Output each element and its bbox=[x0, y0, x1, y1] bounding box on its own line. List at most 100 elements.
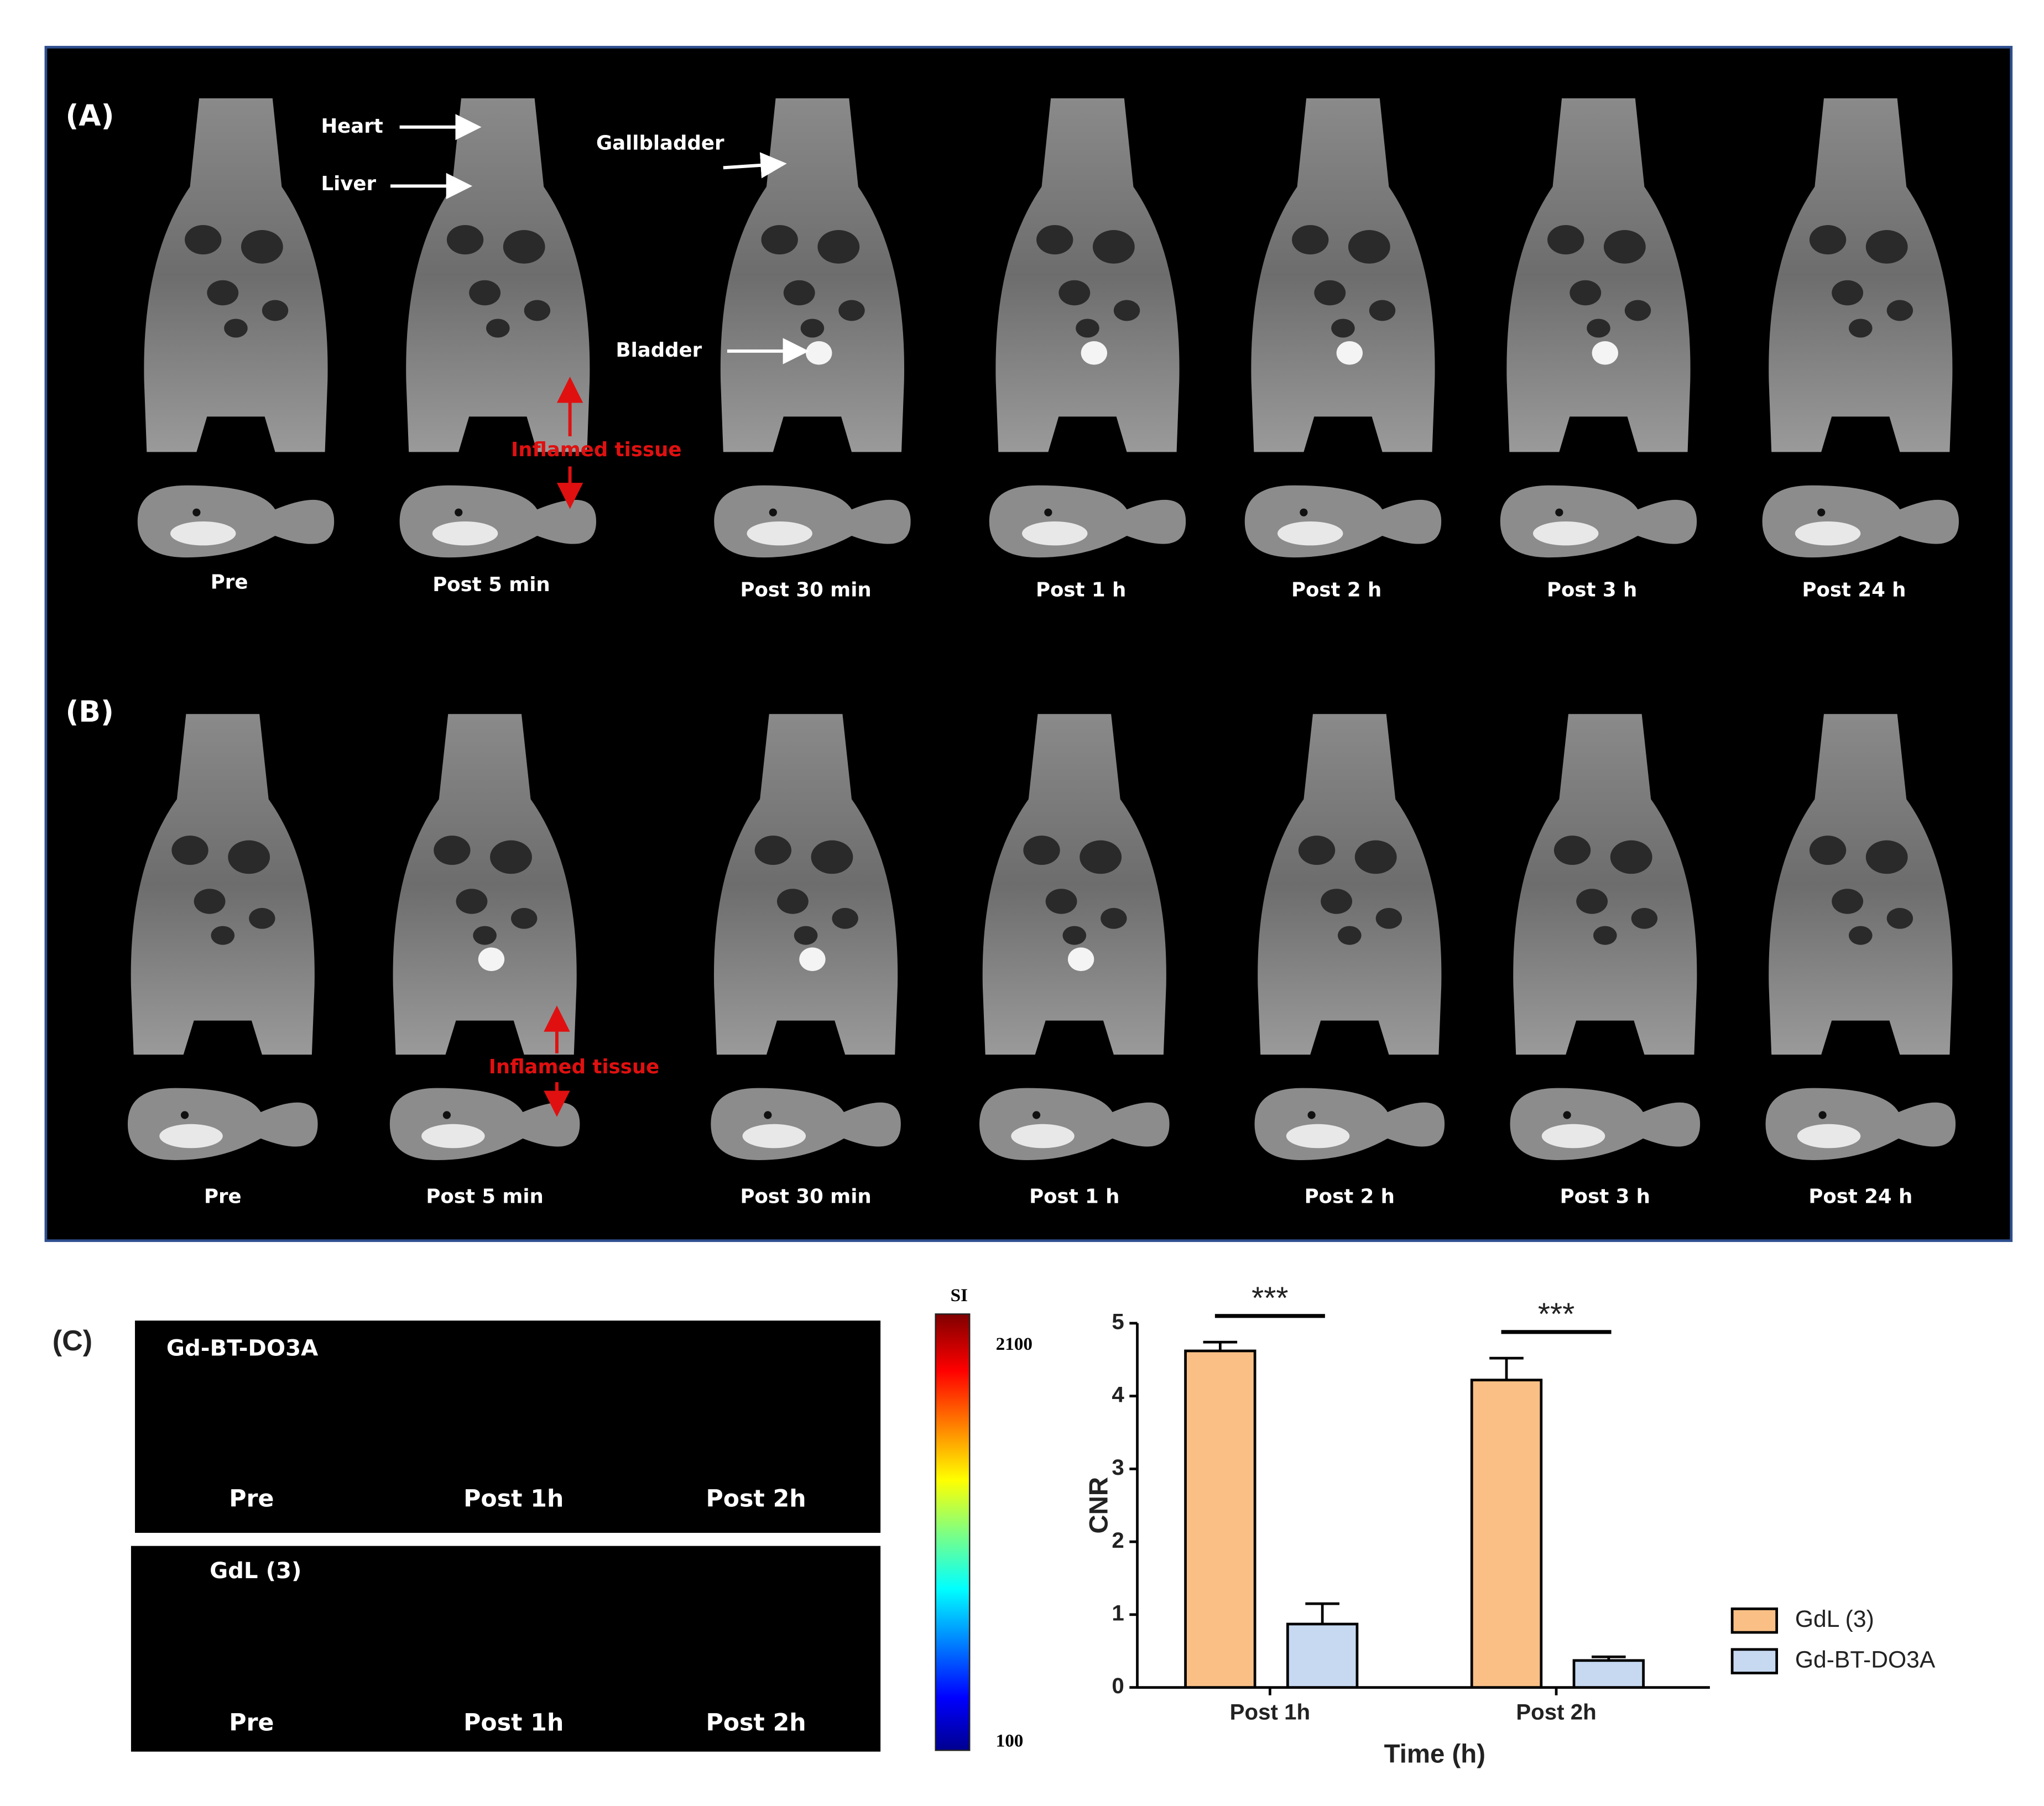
organ bbox=[1547, 225, 1584, 255]
tissue bbox=[393, 714, 577, 1055]
mri-image bbox=[1500, 485, 1697, 558]
bar bbox=[1286, 1622, 1359, 1689]
annotation: Gallbladder bbox=[596, 132, 724, 155]
organ bbox=[194, 889, 226, 914]
organ bbox=[742, 1124, 806, 1149]
organ bbox=[1314, 280, 1346, 306]
tissue bbox=[1258, 714, 1442, 1055]
organ bbox=[1300, 508, 1308, 516]
timepoint-label: Post 1h bbox=[463, 1485, 564, 1512]
organ bbox=[817, 230, 860, 264]
organ bbox=[783, 280, 815, 306]
organ bbox=[1886, 300, 1913, 321]
organ bbox=[1032, 1111, 1041, 1119]
organ bbox=[421, 1124, 485, 1149]
organ bbox=[776, 889, 809, 914]
mri-image bbox=[144, 98, 328, 452]
organ bbox=[473, 926, 497, 945]
organ bbox=[180, 1111, 189, 1119]
organ bbox=[1848, 319, 1873, 338]
mri-image bbox=[1513, 714, 1697, 1055]
mri-image bbox=[389, 1088, 580, 1160]
organ bbox=[1631, 907, 1658, 929]
organ bbox=[486, 319, 510, 338]
arrow bbox=[723, 152, 787, 179]
organ bbox=[249, 907, 275, 929]
tissue bbox=[131, 714, 315, 1055]
organ bbox=[1062, 926, 1087, 945]
organ bbox=[1045, 889, 1077, 914]
bladder bbox=[1336, 341, 1363, 365]
organ bbox=[1797, 1124, 1861, 1149]
organ bbox=[1553, 836, 1591, 865]
tissue bbox=[713, 714, 898, 1055]
colorbar bbox=[935, 1313, 971, 1751]
organ bbox=[1321, 889, 1353, 914]
mri-image bbox=[1765, 1088, 1956, 1160]
legend-label: GdL (3) bbox=[1795, 1606, 1874, 1632]
organ bbox=[1058, 280, 1091, 306]
timepoint-label: Post 1 h bbox=[1036, 579, 1126, 602]
organ bbox=[1576, 889, 1608, 914]
timepoint-label: Pre bbox=[204, 1185, 242, 1208]
organ bbox=[503, 230, 545, 264]
timepoint-label: Pre bbox=[211, 571, 248, 593]
organ bbox=[469, 280, 501, 306]
organ bbox=[747, 521, 812, 546]
mri-image bbox=[128, 1088, 318, 1160]
timepoint-label: Post 30 min bbox=[740, 579, 871, 602]
y-tick-label: 3 bbox=[1112, 1455, 1124, 1480]
mri-image bbox=[720, 98, 905, 452]
organ bbox=[1278, 521, 1343, 546]
mri-image bbox=[1251, 98, 1435, 452]
tissue bbox=[995, 98, 1180, 452]
mri-image bbox=[1769, 98, 1953, 452]
mri-image bbox=[714, 485, 911, 558]
organ bbox=[434, 836, 471, 865]
organ bbox=[1886, 907, 1913, 929]
organ bbox=[1369, 300, 1396, 321]
timepoint-label: Post 3 h bbox=[1547, 579, 1637, 602]
organ bbox=[1593, 926, 1617, 945]
panel-label: (B) bbox=[65, 696, 113, 729]
organ bbox=[228, 840, 270, 874]
organ bbox=[1817, 508, 1826, 516]
organ bbox=[1023, 836, 1060, 865]
organ bbox=[838, 300, 865, 321]
organ bbox=[1865, 230, 1908, 264]
colorbar-label: 100 bbox=[996, 1731, 1024, 1751]
tissue bbox=[406, 98, 590, 452]
organ bbox=[1603, 230, 1646, 264]
mri-image bbox=[137, 485, 335, 558]
timepoint-label: Post 2 h bbox=[1305, 1185, 1395, 1208]
organ bbox=[1375, 907, 1402, 929]
mri-image bbox=[995, 98, 1180, 452]
organ bbox=[432, 521, 498, 546]
organ bbox=[171, 836, 208, 865]
organ bbox=[1113, 300, 1140, 321]
organ bbox=[1036, 225, 1073, 255]
organ bbox=[159, 1124, 223, 1149]
organ bbox=[1624, 300, 1651, 321]
bladder bbox=[1081, 341, 1107, 365]
tissue bbox=[720, 98, 905, 452]
timepoint-label: Post 24 h bbox=[1808, 1185, 1912, 1208]
error-bar bbox=[1592, 1655, 1626, 1661]
legend-label: Gd-BT-DO3A bbox=[1795, 1646, 1936, 1673]
timepoint-label: Post 30 min bbox=[740, 1185, 871, 1208]
organ bbox=[1818, 1111, 1827, 1119]
organ bbox=[170, 521, 236, 546]
y-tick-label: 0 bbox=[1112, 1673, 1124, 1698]
organ bbox=[1795, 521, 1861, 546]
mri-image bbox=[1762, 485, 1959, 558]
tissue bbox=[144, 98, 328, 452]
organ bbox=[446, 225, 484, 255]
error-bar bbox=[1305, 1602, 1339, 1624]
annotation: Heart bbox=[321, 115, 383, 138]
organ bbox=[455, 508, 463, 516]
annotation: Inflamed tissue bbox=[511, 439, 681, 461]
tissue bbox=[982, 714, 1166, 1055]
y-tick-label: 1 bbox=[1112, 1600, 1124, 1625]
y-tick-label: 2 bbox=[1112, 1528, 1124, 1553]
